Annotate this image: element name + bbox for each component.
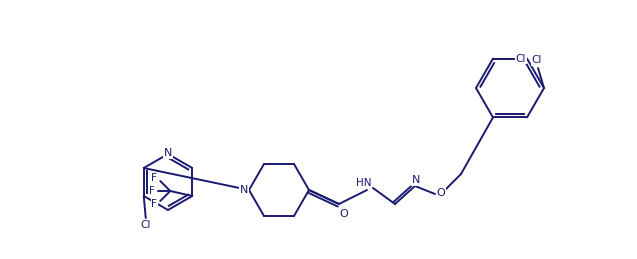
Text: O: O	[436, 188, 445, 198]
Text: Cl: Cl	[141, 220, 151, 230]
Text: F: F	[152, 173, 157, 183]
Text: Cl: Cl	[532, 55, 542, 65]
Text: Cl: Cl	[516, 54, 526, 63]
Text: F: F	[152, 199, 157, 209]
Text: N: N	[240, 185, 248, 195]
Text: HN: HN	[356, 178, 372, 188]
Text: N: N	[412, 175, 420, 185]
Text: F: F	[149, 186, 155, 196]
Text: N: N	[164, 148, 172, 158]
Text: O: O	[340, 209, 348, 219]
